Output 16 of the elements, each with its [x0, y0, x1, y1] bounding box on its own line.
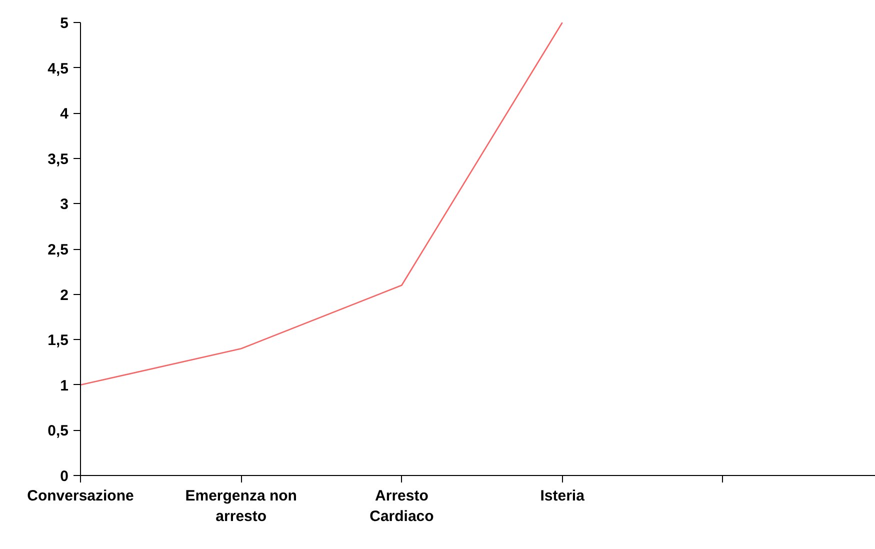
y-tick-label: 5	[60, 15, 68, 32]
y-tick-label: 3,5	[48, 150, 69, 168]
y-tick-label: 4,5	[48, 60, 69, 78]
x-tick-label: Arresto Cardiaco	[370, 488, 434, 525]
y-tick-label: 1	[60, 377, 68, 394]
line-series	[80, 22, 563, 386]
x-tick-label: Emergenza non arresto	[185, 488, 297, 525]
y-tick-label: 1,5	[48, 332, 69, 350]
y-tick-label: 0	[60, 468, 68, 485]
x-tick-label: Conversazione	[27, 488, 134, 504]
y-tick-label: 2,5	[48, 242, 69, 258]
y-tick-label: 2	[60, 286, 68, 304]
y-tick-label: 0,5	[48, 422, 69, 440]
x-tick-label: Isteria	[540, 488, 586, 504]
y-tick-label: 3	[60, 196, 68, 214]
y-tick-label: 4	[60, 106, 70, 123]
